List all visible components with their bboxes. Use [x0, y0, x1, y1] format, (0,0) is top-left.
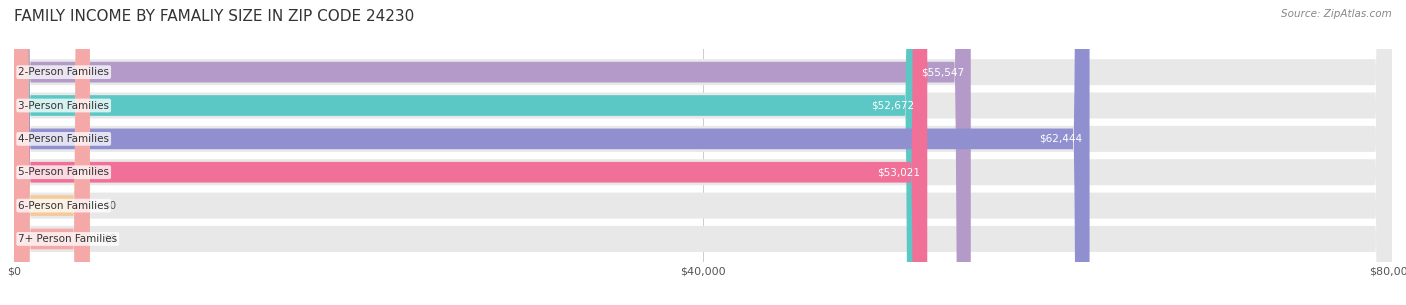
Text: 7+ Person Families: 7+ Person Families	[18, 234, 117, 244]
FancyBboxPatch shape	[14, 0, 1392, 305]
FancyBboxPatch shape	[14, 0, 1392, 305]
FancyBboxPatch shape	[14, 0, 1090, 305]
Text: $53,021: $53,021	[877, 167, 921, 177]
Text: 2-Person Families: 2-Person Families	[18, 67, 110, 77]
FancyBboxPatch shape	[14, 0, 921, 305]
FancyBboxPatch shape	[14, 0, 1392, 305]
FancyBboxPatch shape	[14, 0, 970, 305]
FancyBboxPatch shape	[14, 0, 90, 305]
FancyBboxPatch shape	[14, 0, 1392, 305]
Text: FAMILY INCOME BY FAMALIY SIZE IN ZIP CODE 24230: FAMILY INCOME BY FAMALIY SIZE IN ZIP COD…	[14, 9, 415, 24]
FancyBboxPatch shape	[14, 0, 90, 305]
Text: $52,672: $52,672	[872, 101, 914, 110]
Text: $62,444: $62,444	[1039, 134, 1083, 144]
FancyBboxPatch shape	[14, 0, 1392, 305]
Text: $0: $0	[104, 201, 117, 210]
FancyBboxPatch shape	[14, 0, 1392, 305]
Text: $0: $0	[104, 234, 117, 244]
Text: 5-Person Families: 5-Person Families	[18, 167, 110, 177]
Text: Source: ZipAtlas.com: Source: ZipAtlas.com	[1281, 9, 1392, 19]
Text: 4-Person Families: 4-Person Families	[18, 134, 110, 144]
Text: 6-Person Families: 6-Person Families	[18, 201, 110, 210]
Text: 3-Person Families: 3-Person Families	[18, 101, 110, 110]
FancyBboxPatch shape	[14, 0, 928, 305]
Text: $55,547: $55,547	[921, 67, 965, 77]
